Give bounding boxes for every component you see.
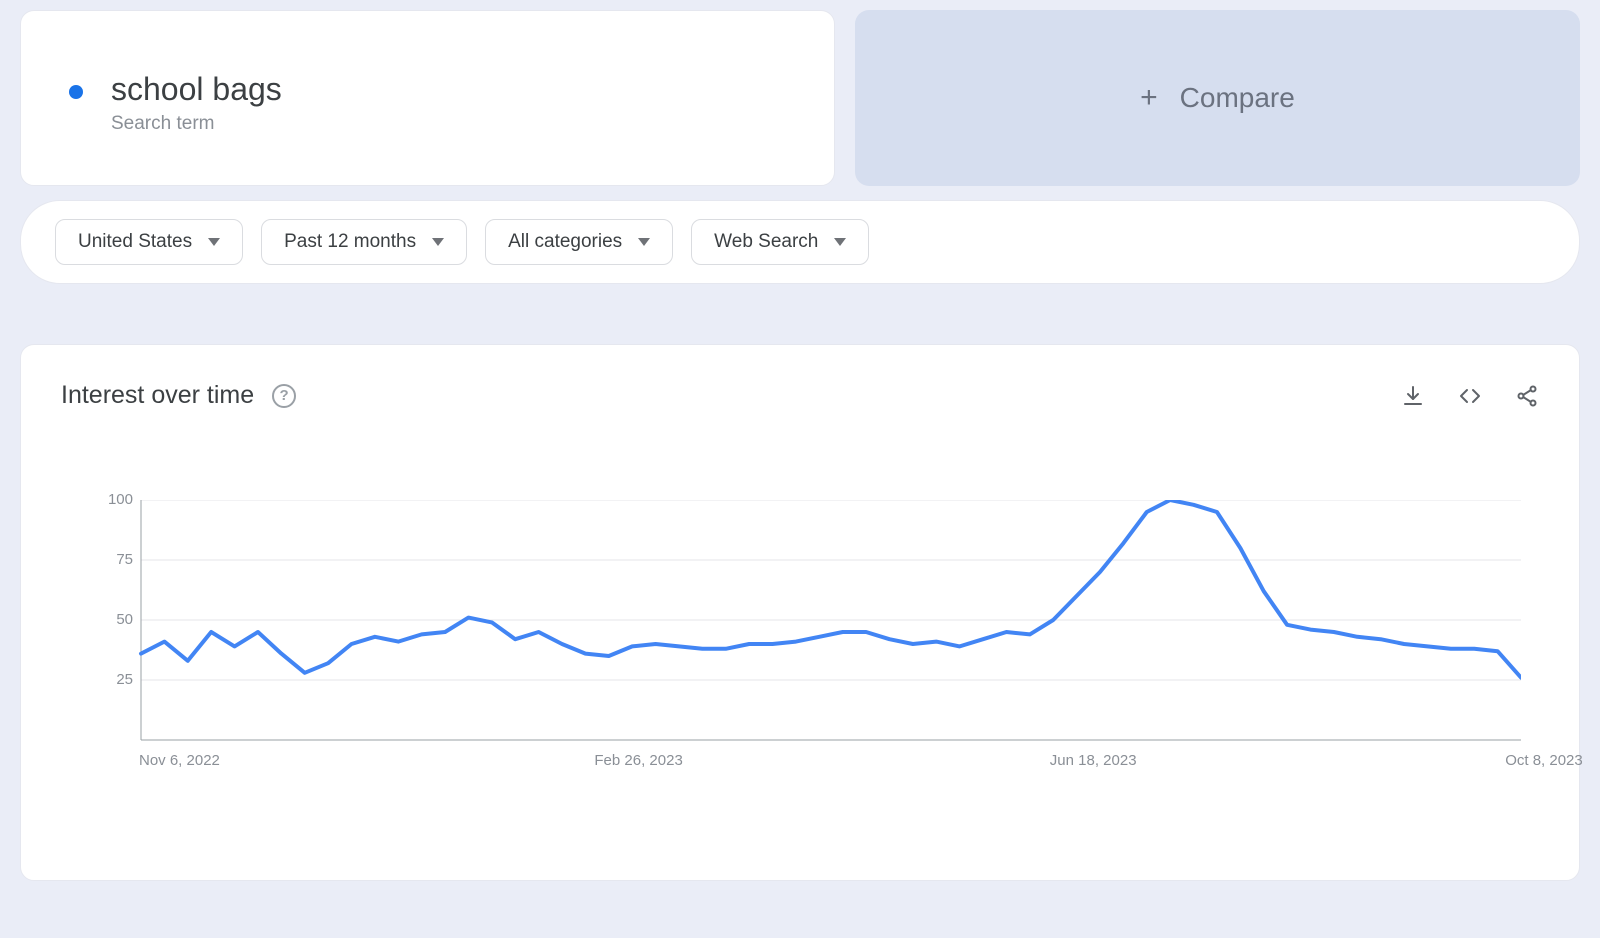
y-tick-label: 25 [93, 671, 133, 688]
chevron-down-icon [432, 238, 444, 246]
filters-bar: United States Past 12 months All categorie… [20, 200, 1580, 284]
download-icon[interactable] [1401, 384, 1425, 408]
interest-line-chart [81, 500, 1521, 780]
share-icon[interactable] [1515, 384, 1539, 408]
y-tick-label: 100 [93, 491, 133, 508]
filter-label: United States [78, 231, 192, 253]
search-term-sublabel: Search term [111, 113, 282, 135]
plus-icon: + [1140, 81, 1158, 115]
x-tick-label: Feb 26, 2023 [594, 752, 682, 769]
compare-label: Compare [1180, 82, 1295, 114]
help-icon[interactable]: ? [272, 384, 296, 408]
chevron-down-icon [208, 238, 220, 246]
interest-chart-card: Interest over time ? 25 50 75 100 Nov 6, 202… [20, 344, 1580, 881]
embed-icon[interactable] [1457, 384, 1483, 408]
x-tick-label: Oct 8, 2023 [1505, 752, 1583, 769]
filter-search[interactable]: Web Search [691, 219, 869, 265]
filter-label: Web Search [714, 231, 818, 253]
filter-region[interactable]: United States [55, 219, 243, 265]
filter-category[interactable]: All categories [485, 219, 673, 265]
term-color-dot [69, 85, 83, 99]
filter-label: Past 12 months [284, 231, 416, 253]
y-tick-label: 50 [93, 611, 133, 628]
filter-label: All categories [508, 231, 622, 253]
chart-title: Interest over time [61, 381, 254, 410]
search-term-card[interactable]: school bags Search term [20, 10, 835, 186]
y-tick-label: 75 [93, 551, 133, 568]
x-tick-label: Jun 18, 2023 [1050, 752, 1137, 769]
chevron-down-icon [638, 238, 650, 246]
search-term-label: school bags [111, 71, 282, 107]
filter-range[interactable]: Past 12 months [261, 219, 467, 265]
x-tick-label: Nov 6, 2022 [139, 752, 220, 769]
compare-button[interactable]: + Compare [855, 10, 1580, 186]
chevron-down-icon [834, 238, 846, 246]
